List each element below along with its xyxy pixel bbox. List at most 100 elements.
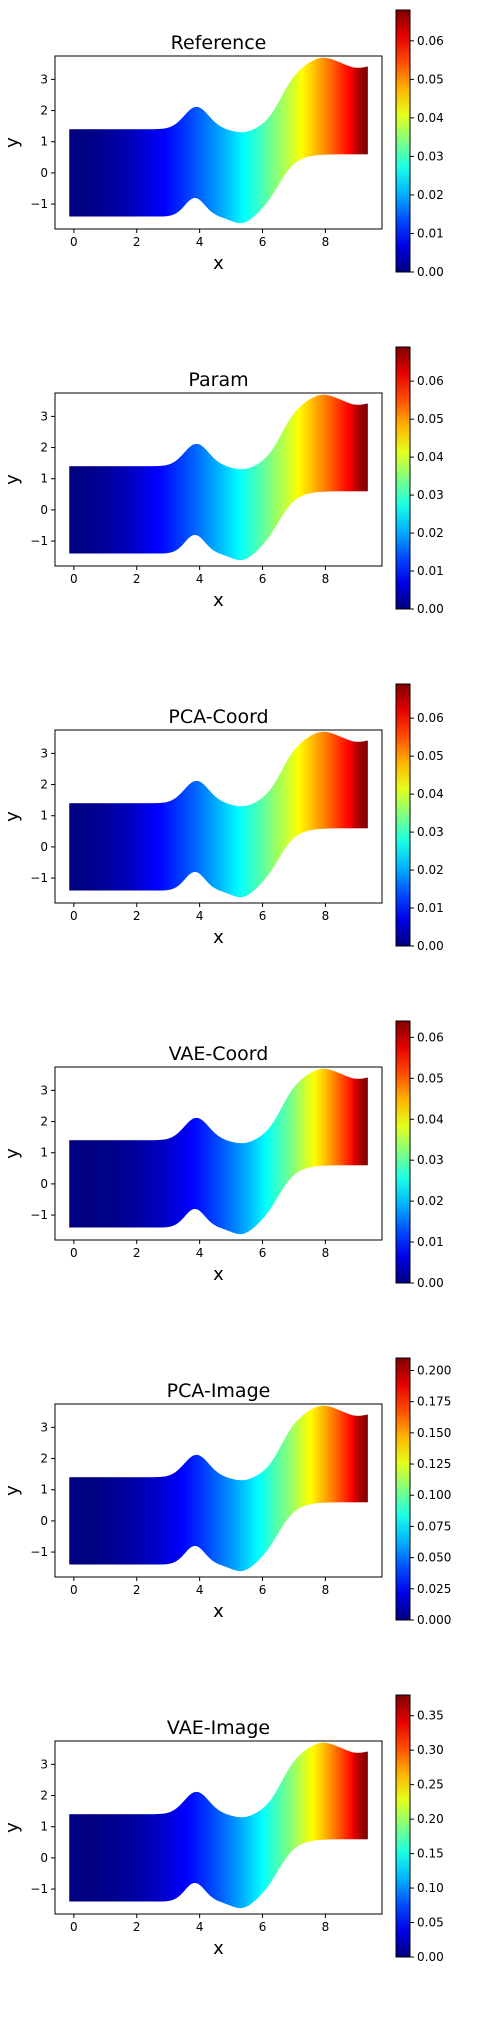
y-tick-label: 3 — [40, 72, 48, 86]
axes-frame — [54, 729, 383, 904]
y-tick-label: 0 — [40, 840, 48, 854]
colorbar-tick-label: 0.075 — [417, 1519, 451, 1533]
chart-panel-3: PCA-Coord 0 2 4 6 8 −1 0 1 2 3 x y 0.00 0.01 0.02 0.03 0.… — [2, 683, 444, 953]
colorbar-tick-label: 0.30 — [417, 1743, 444, 1757]
y-tick-label: −1 — [30, 1545, 48, 1559]
x-tick-label: 0 — [70, 572, 78, 586]
axes-frame — [54, 1740, 383, 1915]
x-tick-label: 6 — [259, 572, 267, 586]
y-axis-label: y — [2, 1822, 23, 1833]
field-region — [69, 1742, 368, 1909]
colorbar — [395, 1694, 411, 1958]
field-region — [69, 1068, 368, 1235]
y-tick-label: 3 — [40, 1420, 48, 1434]
field-region — [69, 57, 368, 224]
chart-panel-5: PCA-Image 0 2 4 6 8 −1 0 1 2 3 x y 0.000 0.025 0.050 0.0… — [2, 1357, 451, 1627]
y-axis-label: y — [2, 474, 23, 485]
colorbar-tick-label: 0.200 — [417, 1363, 451, 1377]
axes-frame — [54, 1403, 383, 1578]
x-tick-label: 8 — [322, 1920, 330, 1934]
y-axis-label: y — [2, 811, 23, 822]
y-tick-label: 0 — [40, 1177, 48, 1191]
colorbar — [395, 1020, 411, 1284]
colorbar-tick-label: 0.00 — [417, 939, 444, 953]
colorbar-tick-label: 0.01 — [417, 1235, 444, 1249]
colorbar-tick-label: 0.100 — [417, 1488, 451, 1502]
y-tick-label: −1 — [30, 1208, 48, 1222]
x-tick-label: 4 — [196, 1920, 204, 1934]
x-tick-label: 6 — [259, 909, 267, 923]
colorbar — [395, 9, 411, 273]
field-region — [69, 394, 368, 561]
colorbar-tick-label: 0.03 — [417, 825, 444, 839]
y-axis-label: y — [2, 1485, 23, 1496]
y-tick-label: 3 — [40, 409, 48, 423]
x-tick-label: 2 — [133, 1920, 141, 1934]
y-tick-label: 2 — [40, 441, 48, 455]
colorbar-tick-label: 0.00 — [417, 1950, 444, 1964]
colorbar-tick-label: 0.00 — [417, 1276, 444, 1290]
y-tick-label: −1 — [30, 197, 48, 211]
x-tick-label: 0 — [70, 1583, 78, 1597]
chart-panel-4: VAE-Coord 0 2 4 6 8 −1 0 1 2 3 x y 0.00 0.01 0.02 0.03 0.… — [2, 1020, 444, 1290]
y-tick-label: 2 — [40, 1789, 48, 1803]
colorbar-tick-label: 0.02 — [417, 188, 444, 202]
y-tick-label: 1 — [40, 135, 48, 149]
colorbar-tick-label: 0.03 — [417, 149, 444, 163]
x-tick-label: 0 — [70, 1920, 78, 1934]
colorbar-tick-label: 0.01 — [417, 226, 444, 240]
x-tick-label: 0 — [70, 235, 78, 249]
x-tick-label: 6 — [259, 235, 267, 249]
y-tick-label: 2 — [40, 1115, 48, 1129]
chart-title: VAE-Image — [167, 1717, 270, 1739]
x-tick-label: 2 — [133, 1246, 141, 1260]
x-tick-label: 2 — [133, 572, 141, 586]
field-region — [69, 731, 368, 898]
x-tick-label: 4 — [196, 909, 204, 923]
x-tick-label: 8 — [322, 572, 330, 586]
colorbar-tick-label: 0.150 — [417, 1426, 451, 1440]
y-tick-label: 1 — [40, 809, 48, 823]
y-tick-label: 0 — [40, 503, 48, 517]
colorbar-tick-label: 0.01 — [417, 564, 444, 578]
x-axis-label: x — [213, 1264, 224, 1285]
x-tick-label: 8 — [322, 1583, 330, 1597]
colorbar-tick-label: 0.04 — [417, 111, 444, 125]
y-tick-label: −1 — [30, 1882, 48, 1896]
y-tick-label: 1 — [40, 1483, 48, 1497]
chart-title: PCA-Image — [167, 1380, 271, 1402]
colorbar-tick-label: 0.05 — [417, 1916, 444, 1930]
colorbar-tick-label: 0.01 — [417, 901, 444, 915]
y-tick-label: 2 — [40, 1452, 48, 1466]
x-tick-label: 0 — [70, 1246, 78, 1260]
colorbar-tick-label: 0.05 — [417, 72, 444, 86]
y-tick-label: 0 — [40, 1514, 48, 1528]
y-tick-label: 1 — [40, 1146, 48, 1160]
colorbar-tick-label: 0.15 — [417, 1847, 444, 1861]
colorbar-tick-label: 0.04 — [417, 450, 444, 464]
y-tick-label: 1 — [40, 1820, 48, 1834]
colorbar-tick-label: 0.175 — [417, 1395, 451, 1409]
colorbar-tick-label: 0.025 — [417, 1582, 451, 1596]
colorbar-tick-label: 0.04 — [417, 1112, 444, 1126]
y-tick-label: 0 — [40, 1851, 48, 1865]
x-tick-label: 2 — [133, 909, 141, 923]
colorbar-tick-label: 0.02 — [417, 1194, 444, 1208]
colorbar-tick-label: 0.10 — [417, 1881, 444, 1895]
x-tick-label: 2 — [133, 235, 141, 249]
y-tick-label: 3 — [40, 1757, 48, 1771]
colorbar-tick-label: 0.000 — [417, 1613, 451, 1627]
colorbar-tick-label: 0.050 — [417, 1551, 451, 1565]
colorbar — [395, 346, 411, 610]
x-tick-label: 4 — [196, 1246, 204, 1260]
field-region — [69, 1405, 368, 1572]
colorbar — [395, 1357, 411, 1621]
colorbar-tick-label: 0.04 — [417, 787, 444, 801]
axes-frame — [54, 55, 383, 230]
y-tick-label: 1 — [40, 472, 48, 486]
colorbar-tick-label: 0.03 — [417, 1153, 444, 1167]
colorbar-tick-label: 0.25 — [417, 1778, 444, 1792]
colorbar-tick-label: 0.06 — [417, 711, 444, 725]
x-axis-label: x — [213, 1601, 224, 1622]
colorbar-tick-label: 0.06 — [417, 34, 444, 48]
